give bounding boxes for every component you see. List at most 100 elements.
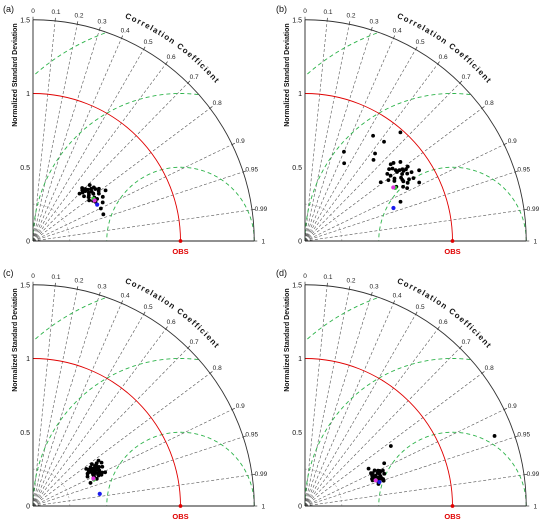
panel-label: (b) <box>276 4 287 14</box>
correlation-gridline <box>32 171 244 242</box>
ensemble-point <box>417 168 421 173</box>
y-axis-label: Normalized Standard Deviation <box>12 23 19 126</box>
correlation-tick-label: 0.5 <box>416 304 425 311</box>
correlation-tick-label: 0.9 <box>236 138 245 145</box>
ensemble-point <box>82 194 86 199</box>
obs-reference-point <box>450 239 455 243</box>
outer-arc <box>32 284 255 507</box>
ensemble-point <box>380 468 385 473</box>
ensemble-point <box>90 462 94 467</box>
rms-contour <box>32 32 105 77</box>
correlation-tick-label: 0.2 <box>347 13 356 20</box>
sd-tick-label: 1 <box>298 356 302 363</box>
correlation-tick-label: 0.4 <box>121 27 130 34</box>
sd-tick-label: 0 <box>298 504 302 511</box>
ensemble-point <box>100 194 105 199</box>
ensemble-point <box>372 468 377 473</box>
ensemble-point <box>405 171 410 176</box>
blue-point <box>391 205 396 211</box>
correlation-gridline <box>32 289 78 507</box>
correlation-tick-label: 0.8 <box>213 100 222 107</box>
correlation-gridline <box>32 29 100 242</box>
correlation-axis-label: Correlation Coefficient <box>124 11 222 85</box>
reference-sd-arc <box>304 93 453 242</box>
correlation-gridline <box>32 20 56 242</box>
reference-sd-arc <box>32 93 181 242</box>
correlation-gridline <box>304 63 438 242</box>
ensemble-point <box>400 167 405 172</box>
ensemble-point <box>103 188 108 193</box>
correlation-tick-label: 0.1 <box>324 9 333 16</box>
ensemble-point <box>387 167 391 172</box>
correlation-tick-label: 0.6 <box>167 319 176 326</box>
sd-tick-label: 1.5 <box>292 282 302 289</box>
ensemble-point <box>398 199 403 204</box>
correlation-gridline <box>304 82 461 242</box>
correlation-gridline <box>304 285 328 507</box>
ensemble-point <box>97 186 101 191</box>
ensemble-point <box>373 151 377 156</box>
correlation-axis-label: Correlation Coefficient <box>124 276 222 350</box>
correlation-tick-label: 0.2 <box>75 13 84 20</box>
correlation-tick-mark <box>437 326 440 330</box>
sd-tick-label: 1 <box>26 356 30 363</box>
correlation-tick-mark <box>209 106 213 109</box>
sd-tick-label: 1.5 <box>292 17 302 24</box>
rms-contour <box>106 166 255 241</box>
correlation-gridline <box>32 328 166 507</box>
correlation-tick-label: 0.8 <box>485 100 494 107</box>
correlation-tick-label: 0.5 <box>416 39 425 46</box>
correlation-tick-mark <box>209 371 213 374</box>
correlation-tick-label: 0.8 <box>485 365 494 372</box>
sd-tick-label: 1 <box>298 91 302 98</box>
correlation-tick-label: 0.9 <box>236 403 245 410</box>
reference-sd-arc <box>304 358 453 507</box>
rms-contour <box>32 297 105 342</box>
ensemble-point <box>84 466 89 471</box>
correlation-axis-label: Correlation Coefficient <box>396 11 494 85</box>
ensemble-point <box>366 466 371 471</box>
magenta-point <box>391 185 396 190</box>
correlation-tick-mark <box>121 300 124 304</box>
correlation-gridline <box>32 303 122 507</box>
outer-arc <box>304 19 527 242</box>
ensemble-point <box>342 149 346 154</box>
ensemble-point <box>400 172 405 176</box>
correlation-gridline <box>304 144 505 242</box>
sd-tick-label: 0.5 <box>292 430 302 437</box>
taylor-panel-d: 0 0.1 0.2 0.3 0.4 0.5 0.6 0.7 0.8 0.9 0.95 0.99 1 0 0.… <box>276 268 540 521</box>
ensemble-point <box>92 469 97 473</box>
ensemble-point <box>96 191 101 196</box>
ensemble-point <box>99 472 104 477</box>
correlation-tick-label: 0.99 <box>527 206 540 213</box>
correlation-tick-label: 0.3 <box>98 19 107 26</box>
ensemble-point <box>97 464 101 469</box>
correlation-gridline <box>32 24 78 242</box>
correlation-tick-mark <box>231 142 235 145</box>
ensemble-point <box>86 193 91 198</box>
ensemble-point <box>85 474 90 479</box>
correlation-tick-mark <box>121 35 124 39</box>
ensemble-point <box>398 130 403 135</box>
correlation-axis-label: Correlation Coefficient <box>396 276 494 350</box>
correlation-gridline <box>32 409 233 507</box>
ensemble-point <box>100 200 105 205</box>
correlation-tick-label: 0.1 <box>324 274 333 281</box>
correlation-tick-mark <box>459 345 463 349</box>
correlation-tick-mark <box>348 21 351 25</box>
ensemble-point <box>393 168 398 173</box>
correlation-tick-label: 0.95 <box>517 431 530 438</box>
correlation-gridline <box>32 108 211 242</box>
correlation-tick-label: 0.5 <box>144 39 153 46</box>
correlation-tick-mark <box>459 80 463 84</box>
taylor-panel-a: 0 0.1 0.2 0.3 0.4 0.5 0.6 0.7 0.8 0.9 0.95 0.99 1 0 0.… <box>3 4 268 256</box>
correlation-tick-label: 0.4 <box>393 27 402 34</box>
correlation-gridline <box>304 29 372 242</box>
sd-tick-label: 0.5 <box>20 430 30 437</box>
correlation-gridline <box>304 409 505 507</box>
correlation-gridline <box>304 314 416 507</box>
correlation-tick-label: 0.95 <box>245 431 258 438</box>
correlation-tick-mark <box>503 142 507 145</box>
correlation-tick-label: 0 <box>31 8 35 15</box>
correlation-gridline <box>32 294 100 507</box>
